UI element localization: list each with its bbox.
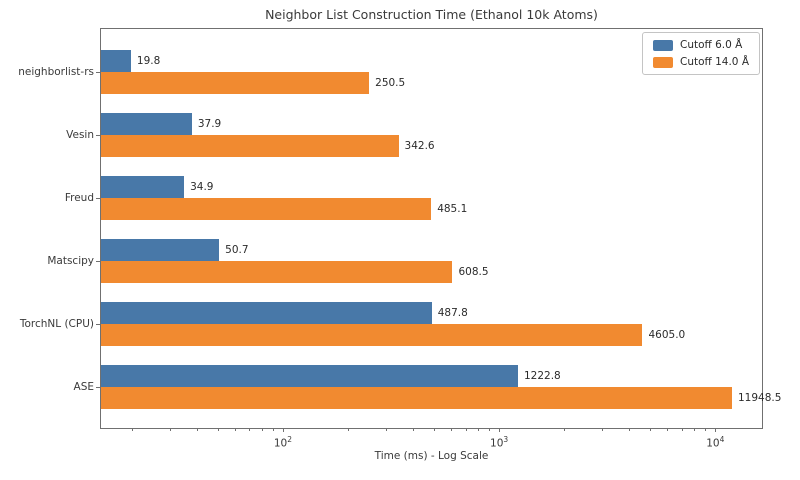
x-minor-tick xyxy=(131,428,133,431)
legend-swatch-blue xyxy=(653,39,673,51)
x-tick-label: 103 xyxy=(490,435,509,450)
x-minor-tick xyxy=(694,428,696,431)
bar-value-label: 11948.5 xyxy=(737,392,782,404)
bar-value-label: 250.5 xyxy=(375,77,406,89)
x-minor-tick xyxy=(564,428,566,431)
bar-cutoff-14 xyxy=(101,324,643,346)
bar-value-label: 19.8 xyxy=(136,55,161,67)
x-major-tick xyxy=(715,428,717,432)
x-tick-exponent: 2 xyxy=(287,435,292,444)
bar-value-label: 342.6 xyxy=(404,140,435,152)
y-tick-mark xyxy=(96,387,100,388)
bar-cutoff-14 xyxy=(101,135,399,157)
bar-cutoff-6 xyxy=(101,365,518,387)
x-minor-tick xyxy=(196,428,198,431)
legend-label: Cutoff 14.0 Å xyxy=(680,56,749,68)
x-minor-tick xyxy=(234,428,236,431)
x-minor-tick xyxy=(169,428,171,431)
y-tick-label: Vesin xyxy=(66,129,94,141)
x-minor-tick xyxy=(217,428,219,431)
bar-cutoff-6 xyxy=(101,302,432,324)
legend-swatch-orange xyxy=(653,56,673,68)
bar-cutoff-14 xyxy=(101,387,732,409)
y-tick-mark xyxy=(96,72,100,73)
legend-entry: Cutoff 6.0 Å xyxy=(653,39,749,51)
x-major-tick xyxy=(282,428,284,432)
bar-cutoff-6 xyxy=(101,50,131,72)
legend-label: Cutoff 6.0 Å xyxy=(680,39,743,51)
y-tick-mark xyxy=(96,261,100,262)
x-minor-tick xyxy=(348,428,349,431)
x-minor-tick xyxy=(667,428,669,431)
bar-cutoff-14 xyxy=(101,198,432,220)
bar-cutoff-14 xyxy=(101,261,453,283)
bar-value-label: 50.7 xyxy=(225,244,249,256)
x-minor-tick xyxy=(629,428,631,431)
y-tick-label: ASE xyxy=(73,381,94,393)
legend-entry: Cutoff 14.0 Å xyxy=(653,56,749,68)
y-tick-mark xyxy=(96,324,100,325)
bar-value-label: 608.5 xyxy=(458,266,489,278)
bar-value-label: 37.9 xyxy=(197,118,222,130)
bar-cutoff-6 xyxy=(101,239,220,261)
x-minor-tick xyxy=(478,428,480,431)
y-tick-label: Freud xyxy=(64,192,94,204)
bar-value-label: 34.9 xyxy=(190,181,214,193)
x-minor-tick xyxy=(434,428,436,431)
x-minor-tick xyxy=(413,428,415,431)
x-minor-tick xyxy=(261,428,263,431)
x-minor-tick xyxy=(489,428,491,431)
x-tick-label: 104 xyxy=(706,435,725,450)
y-tick-label: TorchNL (CPU) xyxy=(19,318,94,330)
bar-value-label: 485.1 xyxy=(437,203,468,215)
x-minor-tick xyxy=(273,428,275,431)
x-minor-tick xyxy=(451,428,453,431)
x-minor-tick xyxy=(249,428,251,431)
bar-cutoff-6 xyxy=(101,176,185,198)
y-tick-mark xyxy=(96,198,100,199)
x-tick-label: 102 xyxy=(273,435,292,450)
y-tick-label: Matscipy xyxy=(47,255,94,267)
x-minor-tick xyxy=(386,428,388,431)
bar-value-label: 487.8 xyxy=(437,307,468,319)
x-axis-label: Time (ms) - Log Scale xyxy=(374,450,489,462)
x-tick-exponent: 3 xyxy=(503,435,509,444)
plot-area: neighborlist-rs 19.8 250.5 Vesin 37.9 342.6 Fr… xyxy=(18,28,781,450)
legend: Cutoff 6.0 Å Cutoff 14.0 Å xyxy=(642,32,760,75)
y-tick-label: neighborlist-rs xyxy=(18,66,94,78)
x-minor-tick xyxy=(681,428,683,431)
x-minor-tick xyxy=(602,428,604,431)
bar-cutoff-14 xyxy=(101,72,370,94)
bar-value-label: 4605.0 xyxy=(648,329,686,341)
x-tick-exponent: 4 xyxy=(719,435,725,444)
bar-cutoff-6 xyxy=(101,113,192,135)
x-major-tick xyxy=(499,428,501,432)
y-tick-mark xyxy=(96,135,100,136)
x-minor-tick xyxy=(705,428,707,431)
bar-value-label: 1222.8 xyxy=(523,370,561,382)
x-minor-tick xyxy=(650,428,652,431)
x-minor-tick xyxy=(465,428,467,431)
chart-title: Neighbor List Construction Time (Ethanol… xyxy=(265,7,598,22)
